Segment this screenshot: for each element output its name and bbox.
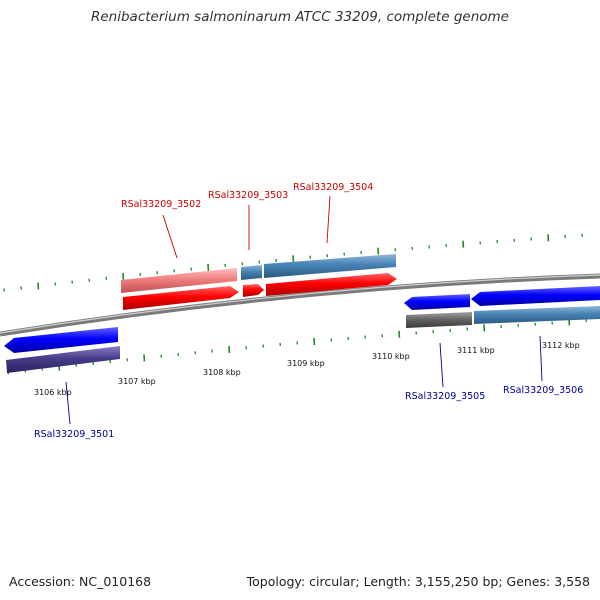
gene-arrow-3501	[4, 327, 118, 353]
gene-arrow-3505	[404, 294, 470, 310]
feature-bar-3506	[474, 306, 600, 324]
feature-bar-3505	[406, 312, 472, 328]
feature-bar-3501	[6, 346, 120, 373]
leader-line-3505	[439, 342, 444, 388]
gene-label-3502[interactable]: RSal33209_3502	[121, 199, 201, 210]
gene-label-3503[interactable]: RSal33209_3503	[208, 190, 288, 201]
feature-bar-3504	[264, 254, 396, 278]
leader-line-3506	[539, 335, 543, 382]
kbp-label: 3107 kbp	[118, 377, 156, 386]
kbp-label: 3108 kbp	[203, 368, 241, 377]
feature-bar-3502	[121, 268, 237, 293]
gene-arrow-3503	[243, 284, 264, 297]
gene-arrow-3506	[471, 286, 600, 306]
gene-label-3506[interactable]: RSal33209_3506	[503, 385, 583, 396]
genome-backbone	[0, 273, 600, 337]
genome-backbone-highlight	[0, 274, 600, 334]
leader-line-3501	[65, 381, 71, 425]
gene-arrow-3502	[123, 286, 239, 310]
leader-line-3502	[162, 214, 178, 259]
page-title: Renibacterium salmoninarum ATCC 33209, c…	[91, 9, 509, 25]
gene-label-3501[interactable]: RSal33209_3501	[34, 429, 114, 440]
gene-label-3504[interactable]: RSal33209_3504	[293, 182, 373, 193]
kbp-label: 3109 kbp	[287, 359, 325, 368]
kbp-label: 3112 kbp	[542, 341, 580, 350]
kbp-label: 3111 kbp	[457, 346, 495, 355]
feature-bar-3503	[241, 265, 262, 280]
gene-label-3505[interactable]: RSal33209_3505	[405, 391, 485, 402]
gene-arrow-3504	[266, 273, 397, 296]
kbp-label: 3106 kbp	[34, 388, 72, 397]
leader-line-3504	[326, 195, 331, 244]
outer-tick-ring	[3, 233, 584, 292]
accession-text: Accession: NC_010168	[9, 574, 152, 589]
topology-text: Topology: circular; Length: 3,155,250 bp…	[246, 574, 590, 589]
kbp-label: 3110 kbp	[372, 352, 410, 361]
